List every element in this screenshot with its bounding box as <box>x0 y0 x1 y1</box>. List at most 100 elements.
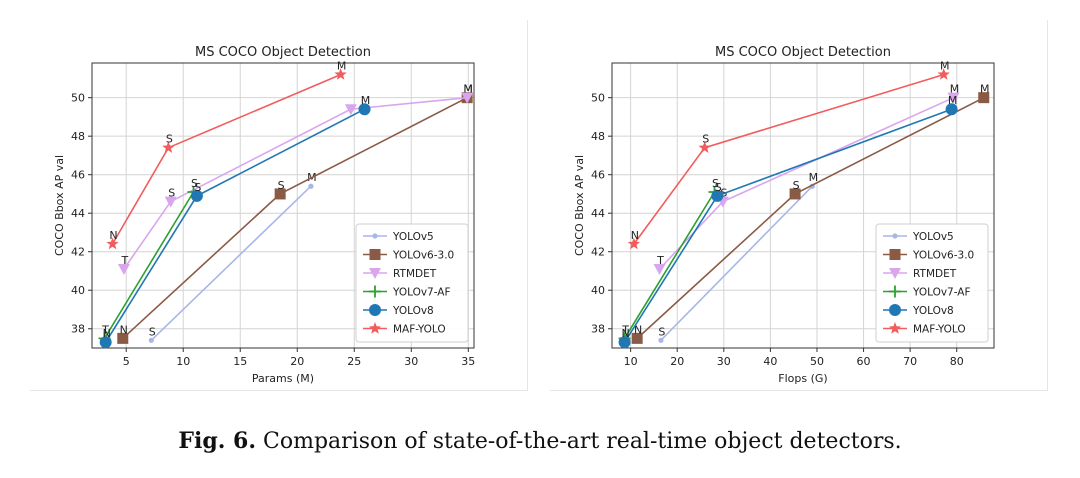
legend-label: RTMDET <box>913 268 957 280</box>
x-tick-label: 50 <box>810 355 824 368</box>
x-tick-label: 30 <box>404 355 418 368</box>
chart-title: MS COCO Object Detection <box>195 45 371 60</box>
y-tick-label: 50 <box>71 92 85 105</box>
point-label: S <box>702 133 709 146</box>
data-point <box>937 68 950 80</box>
legend-label: YOLOv7-AF <box>392 287 451 299</box>
legend-entry: YOLOv5 <box>363 231 434 243</box>
data-point <box>334 68 347 80</box>
legend: YOLOv5 YOLOv6-3.0 RTMDET YOLOv7-AF YOLOv8 MAF… <box>875 223 989 343</box>
point-label: T <box>621 323 629 336</box>
data-point <box>148 337 154 343</box>
point-label: T <box>656 254 664 267</box>
legend-label: MAF-YOLO <box>393 324 446 336</box>
data-point <box>274 188 286 200</box>
series-line <box>633 73 944 245</box>
y-tick-label: 40 <box>71 284 85 297</box>
legend-marker <box>369 304 381 316</box>
point-label: S <box>715 181 722 194</box>
data-point <box>190 189 203 202</box>
series-line <box>103 191 195 339</box>
point-label: T <box>101 323 109 336</box>
data-point <box>945 103 958 116</box>
point-label: M <box>463 83 473 96</box>
plot-frame <box>91 62 475 349</box>
x-tick-label: 60 <box>857 355 871 368</box>
x-tick-label: 30 <box>717 355 731 368</box>
legend-label: YOLOv8 <box>392 305 434 317</box>
legend-entry: RTMDET <box>363 268 437 280</box>
y-tick-label: 38 <box>71 323 85 336</box>
figure-caption: Fig. 6. Comparison of state-of-the-art r… <box>0 428 1080 454</box>
point-label: M <box>950 83 960 96</box>
legend-entry: YOLOv8 <box>883 304 954 317</box>
data-point <box>117 332 129 344</box>
point-label: S <box>149 325 156 338</box>
legend-entry: YOLOv5 <box>883 231 954 243</box>
point-label: S <box>191 177 198 190</box>
point-label: N <box>631 229 639 242</box>
legend-marker <box>889 285 901 298</box>
data-point <box>461 92 474 104</box>
data-point <box>947 92 960 104</box>
legend-entry: MAF-YOLO <box>883 322 966 336</box>
point-label: M <box>809 171 819 184</box>
flops-chart: MS COCO Object Detection 10 20 30 40 50 60 70 80… <box>573 45 995 385</box>
point-label: M <box>980 83 990 96</box>
point-label: N <box>103 327 111 340</box>
x-axis-label: Params (M) <box>252 372 314 385</box>
data-point <box>358 103 371 116</box>
data-point <box>978 92 990 104</box>
legend-label: MAF-YOLO <box>913 324 966 336</box>
y-tick-label: 44 <box>71 207 85 220</box>
y-tick-label: 46 <box>71 169 85 182</box>
legend-label: YOLOv6-3.0 <box>392 250 454 262</box>
y-tick-label: 42 <box>591 246 605 259</box>
legend-label: RTMDET <box>393 268 437 280</box>
caption-prefix: Fig. 6. <box>178 428 256 454</box>
series-yolov6-3-0: N S M <box>631 83 990 344</box>
data-point <box>117 264 130 276</box>
series-yolov8: N S M <box>618 94 958 349</box>
x-tick-label: 40 <box>763 355 777 368</box>
point-label: N <box>120 323 128 336</box>
point-label: M <box>337 60 347 73</box>
legend-marker <box>369 249 381 260</box>
data-point <box>344 104 357 116</box>
data-point <box>631 332 643 344</box>
x-axis-label: Flops (G) <box>778 372 827 385</box>
y-tick-label: 38 <box>591 323 605 336</box>
legend-entry: YOLOv6-3.0 <box>883 249 974 262</box>
point-label: S <box>278 179 285 192</box>
legend-marker <box>889 249 901 260</box>
legend-label: YOLOv5 <box>912 231 954 243</box>
legend-label: YOLOv5 <box>392 231 434 243</box>
series-maf-yolo: N S M <box>106 60 347 250</box>
x-tick-label: 25 <box>347 355 361 368</box>
legend-box <box>875 223 989 343</box>
legend-entry: YOLOv7-AF <box>883 285 971 299</box>
data-point <box>618 336 631 349</box>
x-tick-label: 80 <box>950 355 964 368</box>
legend-marker <box>889 304 901 316</box>
data-point <box>164 196 177 208</box>
legend-label: YOLOv7-AF <box>912 287 971 299</box>
plot-frame <box>611 62 995 349</box>
x-tick-label: 10 <box>176 355 190 368</box>
series-yolov8: NSM <box>99 94 371 349</box>
point-label: T <box>121 254 129 267</box>
series-line <box>111 73 341 245</box>
series-line <box>105 108 365 343</box>
point-label: M <box>463 83 473 96</box>
params-chart: MS COCO Object Detection 5 10 15 20 25 30 35 38 4… <box>53 45 475 385</box>
y-tick-label: 48 <box>71 130 85 143</box>
series-yolov7-af: TS <box>618 177 721 345</box>
series-yolov7-af: TS <box>98 177 200 345</box>
point-label: M <box>940 60 950 73</box>
left-chart-panel: MS COCO Object Detection 5 10 15 20 25 30 35 38 4… <box>30 20 528 391</box>
series-line <box>623 191 716 339</box>
data-point <box>711 189 724 202</box>
legend-marker <box>889 268 901 279</box>
point-label: S <box>658 325 665 338</box>
legend-entry: YOLOv8 <box>363 304 434 317</box>
